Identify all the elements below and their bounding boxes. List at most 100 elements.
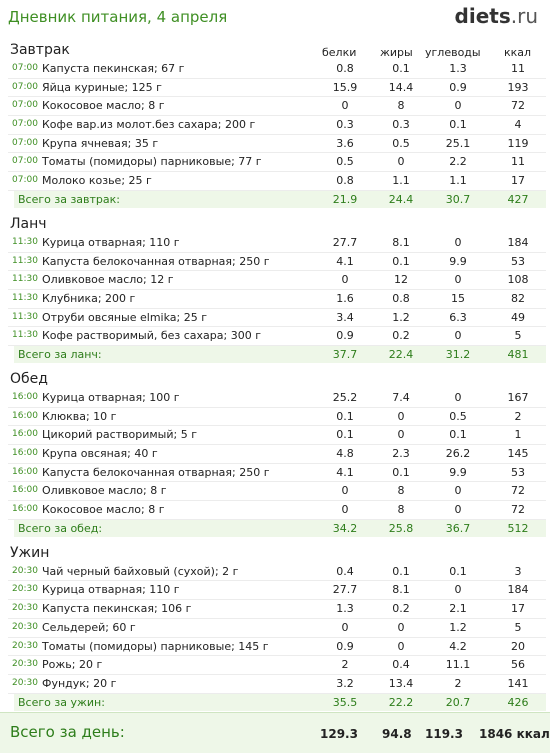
day-total-label: Всего за день:: [10, 723, 125, 741]
food-protein: 0.8: [336, 62, 354, 75]
food-time: 11:30: [12, 236, 38, 247]
food-row[interactable]: 11:30 Капуста белокочанная отварная; 250 …: [8, 253, 546, 272]
food-name: Крупа ячневая; 35 г: [42, 136, 159, 150]
food-row[interactable]: 07:00 Кофе вар.из молот.без сахара; 200 г…: [8, 116, 546, 135]
food-row[interactable]: 16:00 Кокосовое масло; 8 г 0 8 0 72: [8, 501, 546, 520]
food-time: 11:30: [12, 330, 38, 341]
food-row[interactable]: 11:30 Кофе растворимый, без сахара; 300 г…: [8, 327, 546, 346]
food-row[interactable]: 16:00 Цикорий растворимый; 5 г 0.1 0 0.1 1: [8, 426, 546, 445]
food-time: 16:00: [12, 391, 38, 402]
food-row[interactable]: 11:30 Клубника; 200 г 1.6 0.8 15 82: [8, 290, 546, 309]
col-carbs: углеводы: [425, 46, 481, 59]
food-name: Оливковое масло; 12 г: [42, 273, 174, 287]
food-protein: 3.4: [336, 310, 354, 324]
meal-total-protein: 37.7: [332, 347, 358, 361]
day-total-carbs: 119.3: [425, 727, 463, 741]
meal-total-kcal: 427: [507, 192, 529, 206]
food-protein: 15.9: [332, 80, 358, 94]
food-carbs: 0.9: [449, 80, 467, 94]
food-name: Томаты (помидоры) парниковые; 77 г: [42, 155, 262, 169]
food-time: 07:00: [12, 100, 38, 111]
food-name: Клубника; 200 г: [42, 291, 136, 305]
food-row[interactable]: 07:00 Крупа ячневая; 35 г 3.6 0.5 25.1 119: [8, 135, 546, 154]
food-protein: 3.6: [336, 136, 354, 150]
food-fat: 0.1: [392, 564, 410, 578]
food-kcal: 4: [514, 118, 522, 132]
food-row[interactable]: 07:00 Капуста пекинская; 67 г 0.8 0.1 1.3 11: [8, 60, 546, 79]
col-protein: белки: [322, 46, 357, 59]
food-fat: 0: [397, 409, 405, 423]
food-fat: 0: [397, 620, 405, 634]
food-row[interactable]: 11:30 Отруби овсяные elmika; 25 г 3.4 1.2 6.…: [8, 309, 546, 328]
food-protein: 4.1: [336, 465, 354, 479]
meal-total-protein: 21.9: [332, 192, 358, 206]
food-protein: 0: [341, 99, 349, 113]
food-carbs: 0.5: [449, 409, 467, 423]
col-fat: жиры: [380, 46, 413, 59]
food-row[interactable]: 16:00 Капуста белокочанная отварная; 250 …: [8, 464, 546, 483]
meal-total-fat: 25.8: [388, 521, 414, 535]
food-protein: 27.7: [332, 583, 358, 597]
food-kcal: 72: [511, 99, 525, 113]
food-row[interactable]: 11:30 Курица отварная; 110 г 27.7 8.1 0 184: [8, 234, 546, 253]
food-fat: 0.2: [392, 329, 410, 343]
site-logo[interactable]: diets.ru: [455, 4, 538, 28]
food-row[interactable]: 11:30 Оливковое масло; 12 г 0 12 0 108: [8, 271, 546, 290]
food-name: Оливковое масло; 8 г: [42, 484, 167, 498]
food-carbs: 0.1: [449, 428, 467, 442]
food-carbs: 9.9: [449, 254, 467, 268]
food-protein: 0.1: [336, 428, 354, 442]
food-row[interactable]: 07:00 Молоко козье; 25 г 0.8 1.1 1.1 17: [8, 172, 546, 191]
food-row[interactable]: 07:00 Яйца куриные; 125 г 15.9 14.4 0.9 193: [8, 79, 546, 98]
food-fat: 7.4: [392, 390, 410, 404]
food-protein: 0: [341, 620, 349, 634]
food-row[interactable]: 20:30 Капуста пекинская; 106 г 1.3 0.2 2.1 17: [8, 600, 546, 619]
food-kcal: 53: [511, 254, 525, 268]
food-carbs: 6.3: [449, 310, 467, 324]
day-total-kcal: 1846 ккал: [479, 727, 550, 741]
food-fat: 14.4: [388, 80, 414, 94]
food-row[interactable]: 20:30 Томаты (помидоры) парниковые; 145 г…: [8, 638, 546, 657]
food-carbs: 26.2: [445, 447, 471, 460]
food-row[interactable]: 20:30 Сельдерей; 60 г 0 0 1.2 5: [8, 619, 546, 638]
food-row[interactable]: 20:30 Фундук; 20 г 3.2 13.4 2 141: [8, 675, 546, 694]
food-kcal: 2: [514, 409, 522, 423]
food-time: 16:00: [12, 410, 38, 421]
food-kcal: 72: [511, 503, 525, 517]
food-row[interactable]: 07:00 Томаты (помидоры) парниковые; 77 г 0…: [8, 153, 546, 173]
logo-tld: .ru: [510, 4, 538, 28]
food-row[interactable]: 20:30 Курица отварная; 110 г 27.7 8.1 0 184: [8, 581, 546, 601]
food-row[interactable]: 16:00 Оливковое масло; 8 г 0 8 0 72: [8, 482, 546, 502]
food-carbs: 11.1: [445, 658, 471, 672]
food-fat: 0.8: [392, 291, 410, 305]
food-carbs: 2.1: [449, 602, 467, 616]
food-name: Яйца куриные; 125 г: [42, 80, 162, 94]
food-row[interactable]: 16:00 Курица отварная; 100 г 25.2 7.4 0 167: [8, 389, 546, 408]
food-protein: 1.6: [336, 291, 354, 305]
meal-title: Обед: [10, 370, 48, 387]
food-row[interactable]: 16:00 Клюква; 10 г 0.1 0 0.5 2: [8, 408, 546, 427]
meal-total-fat: 22.2: [388, 695, 414, 709]
food-row[interactable]: 20:30 Рожь; 20 г 2 0.4 11.1 56: [8, 656, 546, 675]
food-protein: 3.2: [336, 676, 354, 690]
meal-total-protein: 34.2: [332, 521, 358, 535]
food-fat: 0: [397, 428, 405, 442]
food-kcal: 5: [514, 329, 522, 343]
food-carbs: 0: [454, 235, 462, 249]
food-kcal: 72: [511, 484, 525, 498]
meal-total-kcal: 426: [507, 695, 529, 709]
food-carbs: 2: [454, 676, 462, 690]
food-fat: 0.3: [392, 118, 410, 132]
meal-total-carbs: 30.7: [445, 192, 471, 206]
food-kcal: 141: [507, 676, 529, 690]
food-name: Капуста белокочанная отварная; 250 г: [42, 254, 270, 268]
food-carbs: 9.9: [449, 465, 467, 479]
food-row[interactable]: 07:00 Кокосовое масло; 8 г 0 8 0 72: [8, 97, 546, 117]
food-fat: 8: [397, 99, 405, 113]
food-name: Рожь; 20 г: [42, 658, 103, 672]
food-protein: 0.9: [336, 639, 354, 653]
food-row[interactable]: 20:30 Чай черный байховый (сухой); 2 г 0.4…: [8, 563, 546, 582]
food-carbs: 0: [454, 329, 462, 343]
food-row[interactable]: 16:00 Крупа овсяная; 40 г 4.8 2.3 26.2 145: [8, 445, 546, 464]
meal-total-label: Всего за обед:: [18, 521, 103, 535]
